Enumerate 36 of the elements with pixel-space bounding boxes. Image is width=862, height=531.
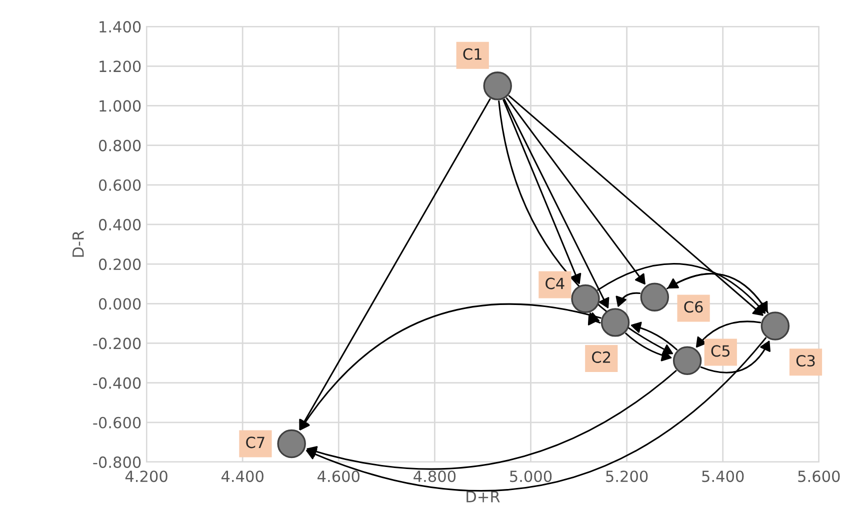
- annotation: C1: [463, 48, 482, 60]
- y-tick-label: -0.800: [93, 456, 141, 468]
- x-tick-label: 5.000: [510, 470, 552, 482]
- y-tick-label: 0.400: [98, 218, 141, 230]
- x-tick-label: 4.200: [125, 470, 168, 482]
- point: [571, 284, 600, 314]
- y-tick-label: -0.400: [93, 377, 141, 389]
- annotation: C7: [246, 436, 264, 448]
- annotation: C5: [711, 345, 730, 357]
- x-tick-label: 5.600: [798, 470, 840, 482]
- y-tick-label: 0.000: [98, 298, 141, 310]
- y-tick-label: 0.600: [98, 179, 141, 191]
- x-axis-title: D+R: [466, 491, 500, 502]
- point: [640, 282, 670, 312]
- point: [277, 429, 306, 458]
- annotation: C6: [684, 301, 703, 313]
- x-tick-label: 5.200: [606, 470, 648, 482]
- x-tick-label: 5.400: [702, 470, 744, 482]
- y-tick-label: 1.400: [100, 21, 141, 33]
- annotation: C3: [796, 354, 815, 367]
- point: [760, 312, 790, 340]
- y-axis-title: D-R: [72, 230, 84, 257]
- x-tick-label: 4.400: [221, 470, 264, 482]
- y-tick-label: 0.200: [98, 258, 141, 270]
- x-tick-label: 4.800: [414, 470, 456, 482]
- y-tick-label: 0.800: [98, 140, 141, 152]
- y-tick-label: 1.200: [100, 60, 141, 72]
- annotation: C2: [592, 351, 610, 363]
- y-tick-label: -0.200: [93, 338, 141, 350]
- annotation: C4: [546, 278, 564, 290]
- point: [672, 346, 702, 376]
- point: [600, 308, 630, 337]
- y-tick-label: -0.600: [93, 416, 141, 428]
- y-tick-label: 1.000: [100, 100, 141, 112]
- x-tick-label: 4.600: [318, 470, 360, 482]
- point: [483, 72, 512, 100]
